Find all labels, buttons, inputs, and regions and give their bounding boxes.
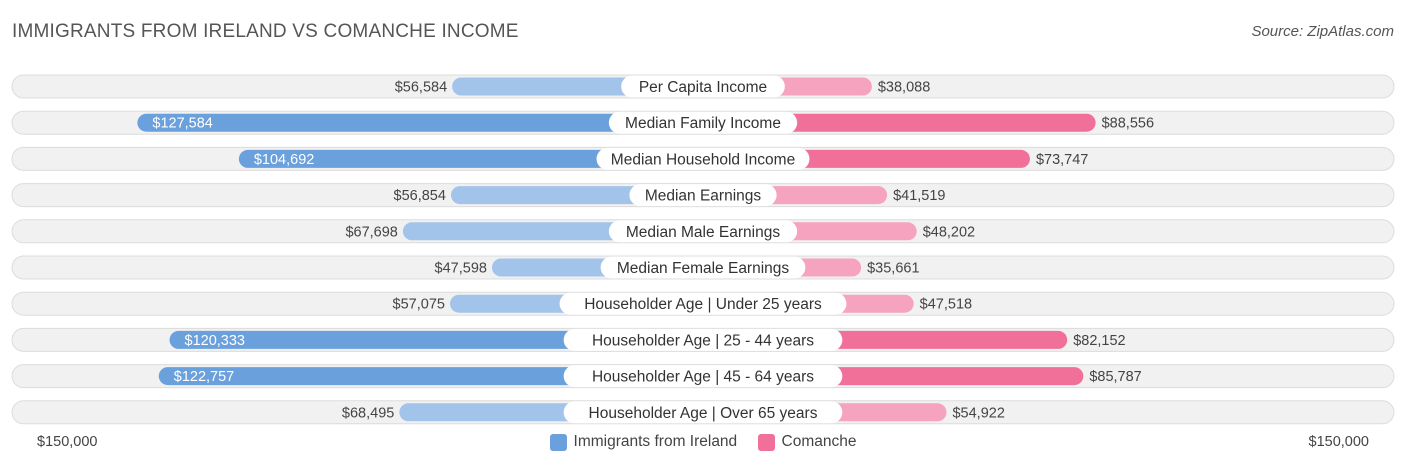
value-label-comanche: $35,661 (867, 261, 919, 277)
legend-item-ireland[interactable]: Immigrants from Ireland (549, 433, 738, 451)
value-label-ireland: $56,854 (394, 188, 446, 204)
axis-right-label: $150,000 (1308, 434, 1369, 450)
value-label-ireland: $47,598 (435, 261, 487, 277)
legend-label-comanche: Comanche (781, 433, 857, 450)
chart-title: IMMIGRANTS FROM IRELAND VS COMANCHE INCO… (12, 21, 519, 42)
value-label-comanche: $73,747 (1036, 152, 1088, 168)
category-label: Median Earnings (645, 188, 762, 205)
value-label-comanche: $48,202 (923, 224, 975, 240)
bar-ireland (137, 113, 704, 132)
category-label: Householder Age | 25 - 44 years (592, 332, 814, 349)
category-pill (629, 184, 777, 207)
source-label: Source: ZipAtlas.com (1251, 23, 1394, 40)
value-label-comanche: $47,518 (920, 297, 972, 313)
value-label-comanche: $54,922 (952, 405, 1004, 421)
bar-comanche (703, 113, 1096, 132)
axis-left-label: $150,000 (37, 434, 98, 450)
category-label: Median Male Earnings (626, 224, 780, 241)
value-label-ireland: $104,692 (254, 152, 314, 168)
legend-swatch-comanche (757, 433, 775, 451)
category-label: Median Female Earnings (617, 260, 790, 277)
value-label-comanche: $88,556 (1102, 116, 1154, 132)
value-label-ireland: $68,495 (342, 405, 394, 421)
value-label-ireland: $120,333 (185, 333, 245, 349)
value-label-comanche: $85,787 (1089, 369, 1141, 385)
category-pill (563, 328, 843, 351)
value-label-comanche: $41,519 (893, 188, 945, 204)
category-pill (608, 111, 798, 134)
category-label: Householder Age | Under 25 years (584, 296, 822, 313)
legend-item-comanche[interactable]: Comanche (757, 433, 857, 451)
category-pill (559, 292, 847, 315)
category-label: Householder Age | Over 65 years (589, 405, 818, 422)
category-label: Median Family Income (625, 115, 781, 132)
category-pill (563, 365, 843, 388)
category-pill (596, 147, 810, 170)
bar-ireland (238, 149, 703, 168)
category-pill (563, 401, 843, 424)
category-label: Per Capita Income (639, 79, 767, 96)
value-label-ireland: $56,584 (395, 80, 447, 96)
value-label-ireland: $127,584 (152, 116, 212, 132)
value-label-comanche: $38,088 (878, 80, 930, 96)
category-pill (608, 220, 798, 243)
value-label-ireland: $122,757 (174, 369, 234, 385)
value-label-ireland: $67,698 (345, 224, 397, 240)
category-pill (600, 256, 806, 279)
category-label: Median Household Income (611, 151, 795, 168)
value-label-comanche: $82,152 (1073, 333, 1125, 349)
category-pill (621, 75, 785, 98)
legend: Immigrants from Ireland Comanche (0, 433, 1406, 456)
legend-swatch-ireland (549, 433, 567, 451)
value-label-ireland: $57,075 (393, 297, 445, 313)
legend-label-ireland: Immigrants from Ireland (573, 433, 738, 450)
category-label: Householder Age | 45 - 64 years (592, 369, 814, 386)
